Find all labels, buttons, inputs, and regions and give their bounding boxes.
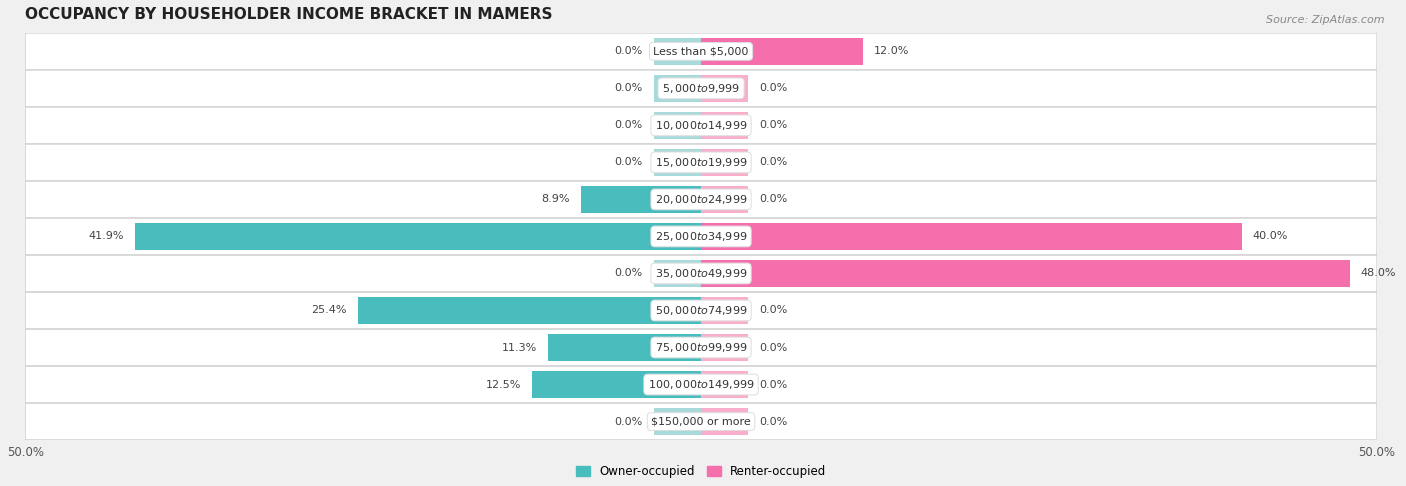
Text: 8.9%: 8.9% [541,194,569,205]
Bar [581,186,702,213]
Text: $20,000 to $24,999: $20,000 to $24,999 [655,193,747,206]
Text: 0.0%: 0.0% [614,46,643,56]
Text: $75,000 to $99,999: $75,000 to $99,999 [655,341,747,354]
FancyBboxPatch shape [25,330,1376,365]
Bar [702,371,748,398]
Bar [702,75,748,102]
Text: 40.0%: 40.0% [1253,231,1288,242]
Bar [702,38,863,65]
FancyBboxPatch shape [25,403,1376,440]
Text: 0.0%: 0.0% [614,84,643,93]
Text: $15,000 to $19,999: $15,000 to $19,999 [655,156,747,169]
Text: 0.0%: 0.0% [759,306,787,315]
Bar [702,334,748,361]
Text: 25.4%: 25.4% [312,306,347,315]
Bar [531,371,702,398]
FancyBboxPatch shape [25,144,1376,180]
Text: 12.5%: 12.5% [486,380,522,389]
Text: $100,000 to $149,999: $100,000 to $149,999 [648,378,755,391]
Text: 0.0%: 0.0% [614,157,643,167]
Text: Less than $5,000: Less than $5,000 [654,46,749,56]
Text: 0.0%: 0.0% [759,380,787,389]
Text: $50,000 to $74,999: $50,000 to $74,999 [655,304,747,317]
Bar [702,408,748,435]
Text: 48.0%: 48.0% [1361,268,1396,278]
FancyBboxPatch shape [25,107,1376,143]
Text: $35,000 to $49,999: $35,000 to $49,999 [655,267,747,280]
FancyBboxPatch shape [25,255,1376,292]
FancyBboxPatch shape [25,366,1376,403]
Bar [359,297,702,324]
Text: OCCUPANCY BY HOUSEHOLDER INCOME BRACKET IN MAMERS: OCCUPANCY BY HOUSEHOLDER INCOME BRACKET … [25,7,553,22]
Text: $150,000 or more: $150,000 or more [651,417,751,427]
Bar [654,149,702,176]
Bar [135,223,702,250]
Bar [654,260,702,287]
Bar [654,75,702,102]
Bar [702,112,748,139]
Text: 0.0%: 0.0% [614,121,643,130]
Bar [654,408,702,435]
FancyBboxPatch shape [25,70,1376,106]
FancyBboxPatch shape [25,33,1376,69]
Text: 0.0%: 0.0% [759,121,787,130]
Text: 0.0%: 0.0% [759,194,787,205]
Text: Source: ZipAtlas.com: Source: ZipAtlas.com [1267,15,1385,25]
Text: $10,000 to $14,999: $10,000 to $14,999 [655,119,747,132]
Bar [702,260,1350,287]
Bar [654,38,702,65]
Bar [548,334,702,361]
Text: 0.0%: 0.0% [614,417,643,427]
Text: $5,000 to $9,999: $5,000 to $9,999 [662,82,740,95]
Text: $25,000 to $34,999: $25,000 to $34,999 [655,230,747,243]
Text: 0.0%: 0.0% [614,268,643,278]
Text: 11.3%: 11.3% [502,343,537,352]
Text: 0.0%: 0.0% [759,157,787,167]
Bar [702,297,748,324]
Text: 0.0%: 0.0% [759,84,787,93]
Bar [702,223,1241,250]
Text: 12.0%: 12.0% [875,46,910,56]
FancyBboxPatch shape [25,293,1376,329]
Text: 0.0%: 0.0% [759,343,787,352]
FancyBboxPatch shape [25,181,1376,218]
Text: 41.9%: 41.9% [89,231,124,242]
Bar [702,186,748,213]
Legend: Owner-occupied, Renter-occupied: Owner-occupied, Renter-occupied [571,461,831,483]
Bar [702,149,748,176]
FancyBboxPatch shape [25,218,1376,255]
Bar [654,112,702,139]
Text: 0.0%: 0.0% [759,417,787,427]
